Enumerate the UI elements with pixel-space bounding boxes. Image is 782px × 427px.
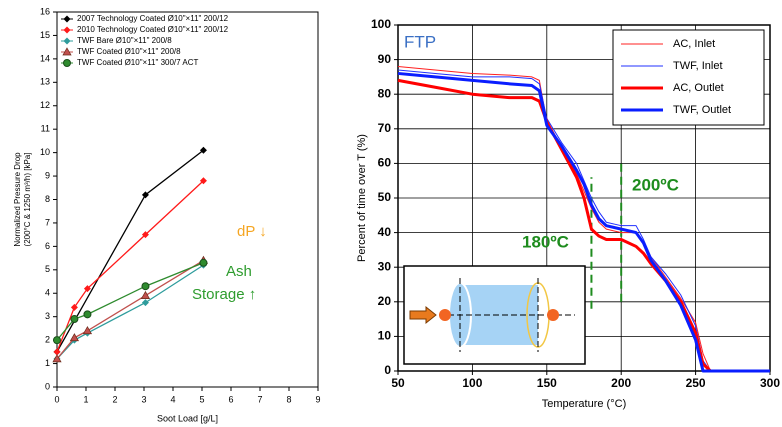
annotation: Ash [226, 263, 252, 280]
legend-marker [62, 47, 72, 56]
series-line [397, 69, 770, 372]
data-point [141, 191, 149, 199]
y-tick-label: 3 [45, 311, 50, 321]
series-line [397, 78, 770, 373]
y-tick-label: 12 [40, 100, 50, 110]
data-point [69, 333, 80, 342]
y-tick-label: 16 [40, 6, 50, 16]
x-tick-label: 9 [315, 394, 320, 404]
x-tick-label: 200 [611, 376, 631, 390]
x-tick-label: 2 [112, 394, 117, 404]
y-axis-label: Percent of time over T (%) [356, 134, 368, 262]
y-tick-label: 14 [40, 53, 50, 63]
series-line [56, 180, 204, 353]
data-point [199, 177, 207, 185]
legend-marker [63, 37, 71, 45]
legend-label: TWF Coated Ø10"×11" 300/7 ACT [77, 58, 198, 67]
y-tick-label: 10 [40, 147, 50, 157]
y-tick-label: 0 [384, 363, 391, 377]
legend-marker [63, 59, 71, 67]
y-tick-label: 10 [378, 329, 392, 343]
y-tick-label: 90 [378, 52, 392, 66]
legend-label: AC, Inlet [673, 38, 715, 50]
y-tick-label: 2 [45, 335, 50, 345]
data-point [53, 348, 61, 356]
inlet-sensor [439, 309, 451, 321]
y-tick-label: 40 [378, 225, 392, 239]
x-tick-label: 150 [537, 376, 557, 390]
series-line [397, 71, 770, 373]
x-tick-label: 3 [141, 394, 146, 404]
y-tick-label: 7 [45, 217, 50, 227]
y-tick-label: 60 [378, 156, 392, 170]
y-tick-label: 8 [45, 194, 50, 204]
data-point [140, 290, 151, 299]
data-point [82, 326, 93, 335]
y-tick-label: 70 [378, 121, 392, 135]
series-line [56, 149, 204, 353]
x-tick-label: 7 [257, 394, 262, 404]
filter-diagram [403, 265, 586, 365]
data-point [52, 354, 62, 363]
annotation: dP ↓ [237, 223, 267, 240]
x-tick-label: 5 [199, 394, 204, 404]
y-tick-label: 4 [45, 288, 50, 298]
y-tick-label: 20 [378, 294, 392, 308]
legend-marker [63, 26, 71, 34]
annotation: 180ºC [522, 232, 569, 251]
x-tick-label: 6 [228, 394, 233, 404]
x-tick-label: 250 [686, 376, 706, 390]
legend-label: TWF Coated Ø10"×11" 200/8 [77, 47, 181, 56]
data-point [141, 299, 149, 307]
legend-label: TWF, Inlet [673, 60, 723, 72]
y-tick-label: 9 [45, 170, 50, 180]
data-point [53, 336, 61, 345]
annotation: Storage ↑ [192, 286, 256, 303]
outlet-sensor [547, 309, 559, 321]
y-tick-label: 100 [371, 17, 391, 31]
legend-label: TWF, Outlet [673, 104, 731, 116]
y-tick-label: 0 [45, 381, 50, 391]
annotation: 200ºC [632, 175, 679, 194]
y-axis-label: (200°C & 1250 m³/h) [kPa] [23, 153, 32, 247]
y-tick-label: 5 [45, 264, 50, 274]
data-point [141, 231, 149, 239]
data-point [199, 146, 207, 154]
data-point [199, 258, 208, 267]
legend-marker [63, 15, 71, 23]
y-tick-label: 1 [45, 358, 50, 368]
series-line [56, 259, 204, 360]
data-point [70, 303, 78, 311]
x-tick-label: 50 [391, 376, 405, 390]
y-tick-label: 80 [378, 86, 392, 100]
x-axis-label: Soot Load [g/L] [157, 413, 218, 423]
legend-label: 2007 Technology Coated Ø10"×11" 200/12 [77, 14, 229, 23]
data-point [83, 285, 91, 293]
y-tick-label: 11 [41, 124, 50, 134]
data-point [141, 282, 150, 291]
data-point [70, 315, 79, 324]
x-tick-label: 4 [170, 394, 175, 404]
flow-arrow [409, 305, 437, 325]
y-tick-label: 30 [378, 259, 392, 273]
plot-frame [397, 24, 771, 372]
plot-frame [56, 11, 319, 388]
legend-label: 2010 Technology Coated Ø10"×11" 200/12 [77, 25, 229, 34]
x-tick-label: 8 [286, 394, 291, 404]
y-tick-label: 13 [40, 77, 50, 87]
y-tick-label: 50 [378, 190, 392, 204]
data-point [83, 310, 92, 319]
y-axis-label: Normalized Pressure Drop [13, 152, 22, 247]
legend-label: AC, Outlet [673, 82, 724, 94]
annotation: FTP [404, 32, 436, 51]
y-tick-label: 6 [45, 241, 50, 251]
x-tick-label: 0 [54, 394, 59, 404]
x-tick-label: 300 [760, 376, 780, 390]
x-axis-label: Temperature (°C) [542, 398, 626, 410]
legend-label: TWF Bare Ø10"×11" 200/8 [77, 36, 172, 45]
x-tick-label: 100 [462, 376, 482, 390]
y-tick-label: 15 [40, 30, 50, 40]
x-tick-label: 1 [83, 394, 88, 404]
